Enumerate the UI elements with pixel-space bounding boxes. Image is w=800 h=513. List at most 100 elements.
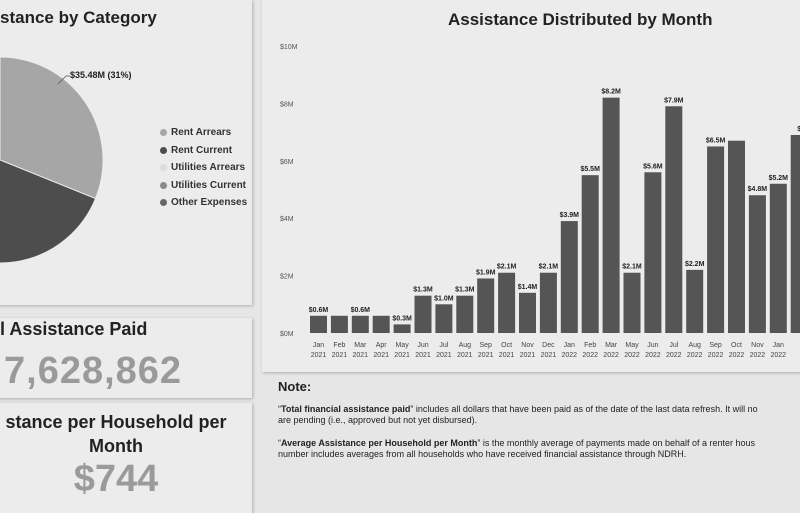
bar[interactable] [644, 172, 662, 333]
bar[interactable] [372, 315, 390, 333]
x-tick-year: 2022 [562, 352, 578, 359]
bar[interactable] [769, 183, 787, 333]
legend-dot [160, 164, 167, 172]
x-tick-year: 2022 [750, 352, 766, 359]
legend-item-utilities-arrears[interactable]: Utilities Arrears [160, 159, 247, 177]
bar-data-label: $7.9M [664, 97, 684, 104]
x-tick-month: Dec [542, 342, 555, 349]
bar[interactable] [686, 269, 704, 333]
x-tick-year: 2021 [478, 352, 494, 359]
pie-slice-rent-current[interactable] [0, 58, 97, 264]
bar[interactable] [330, 315, 348, 333]
bar[interactable] [560, 221, 578, 333]
bar[interactable] [456, 295, 474, 333]
x-tick-year: 2021 [457, 352, 473, 359]
bar-data-label: $2.2M [685, 261, 705, 268]
bar[interactable] [414, 295, 432, 333]
note-paragraph-avg-household: “Average Assistance per Household per Mo… [278, 438, 756, 459]
bar[interactable] [519, 292, 536, 333]
bar[interactable] [498, 272, 516, 333]
x-tick-year: 2022 [708, 352, 724, 359]
pie-slice-label: $35.48M (31%) [70, 70, 132, 80]
x-tick-year: 2022 [582, 352, 598, 359]
pie-legend: Rent Arrears Rent Current Utilities Arre… [160, 124, 247, 212]
bar[interactable] [665, 106, 683, 334]
bar-data-label: $2.1M [622, 264, 642, 271]
bar-data-label: $1.3M [455, 287, 475, 294]
bar[interactable] [707, 146, 725, 333]
x-tick-year: 2021 [311, 352, 327, 359]
legend-item-rent-arrears[interactable]: Rent Arrears [160, 124, 247, 142]
bar[interactable] [539, 272, 557, 333]
x-tick-month: Jun [417, 342, 428, 349]
bar[interactable] [351, 315, 369, 333]
x-tick-year: 2022 [771, 352, 787, 359]
bar-data-label: $4.8M [748, 186, 768, 193]
bar-data-label: $2.1M [539, 264, 559, 271]
x-tick-year: 2021 [394, 352, 410, 359]
bar-data-label: $5.2M [769, 175, 789, 182]
legend-dot [160, 181, 167, 189]
x-tick-month: Mar [354, 342, 367, 349]
bar[interactable] [581, 175, 599, 333]
bar-data-label: $6.5M [706, 137, 726, 144]
x-tick-year: 2022 [729, 352, 745, 359]
bar-data-label: $3.9M [560, 212, 580, 219]
legend-item-utilities-current[interactable]: Utilities Current [160, 177, 247, 195]
bar[interactable] [393, 324, 411, 333]
total-paid-title: l Assistance Paid [0, 319, 148, 339]
legend-item-rent-current[interactable]: Rent Current [160, 142, 247, 160]
x-tick-month: Jan [313, 342, 324, 349]
pie-slice-rent-arrears[interactable] [0, 56, 104, 200]
y-tick-label: $10M [280, 44, 298, 51]
y-tick-label: $0M [280, 331, 294, 338]
bar[interactable] [790, 134, 800, 333]
bar-data-label: $1.3M [413, 287, 433, 294]
bar[interactable] [748, 195, 766, 333]
avg-household-title: stance per Household per Month [5, 412, 227, 456]
x-tick-year: 2021 [373, 352, 389, 359]
y-tick-label: $6M [280, 159, 294, 166]
x-tick-month: Oct [501, 342, 512, 349]
x-tick-year: 2021 [415, 352, 431, 359]
x-tick-year: 2022 [687, 352, 703, 359]
x-tick-year: 2022 [603, 352, 619, 359]
x-tick-year: 2021 [353, 352, 369, 359]
avg-household-value: $744 [73, 458, 159, 500]
x-tick-month: Feb [584, 342, 596, 349]
bar-data-label: $0.6M [351, 307, 371, 314]
x-tick-year: 2021 [520, 352, 536, 359]
x-tick-month: Aug [459, 342, 472, 349]
x-tick-year: 2022 [645, 352, 661, 359]
pie-chart-title: stance by Category [0, 8, 157, 27]
x-tick-month: Jan [773, 342, 784, 349]
bar[interactable] [623, 272, 641, 333]
bar-data-label: $1.4M [518, 284, 538, 291]
bar-data-label: $ [797, 126, 800, 133]
legend-item-other-expenses[interactable]: Other Expenses [160, 194, 247, 212]
x-tick-month: May [625, 342, 639, 349]
bar[interactable] [602, 97, 620, 333]
y-tick-label: $8M [280, 101, 294, 108]
x-tick-month: Mar [605, 342, 618, 349]
bar[interactable] [477, 278, 495, 333]
x-tick-month: Sep [479, 342, 492, 349]
x-tick-month: Nov [521, 342, 534, 349]
bar-data-label: $1.0M [434, 295, 454, 302]
bar-chart-title: Assistance Distributed by Month [448, 10, 713, 29]
bar[interactable] [728, 140, 745, 333]
legend-dot [160, 129, 167, 137]
bar[interactable] [310, 315, 327, 333]
x-tick-year: 2022 [666, 352, 682, 359]
y-tick-label: $2M [280, 274, 294, 281]
x-tick-month: Jan [564, 342, 575, 349]
x-tick-month: Nov [751, 342, 764, 349]
total-paid-value: 7,628,862 [4, 350, 183, 392]
pie-leader-line [57, 75, 70, 85]
bar-data-label: $0.6M [309, 307, 329, 314]
x-tick-year: 2021 [436, 352, 452, 359]
bar-data-label: $5.6M [643, 163, 663, 170]
x-tick-year: 2021 [332, 352, 348, 359]
x-tick-month: May [395, 342, 409, 349]
bar[interactable] [435, 304, 453, 333]
